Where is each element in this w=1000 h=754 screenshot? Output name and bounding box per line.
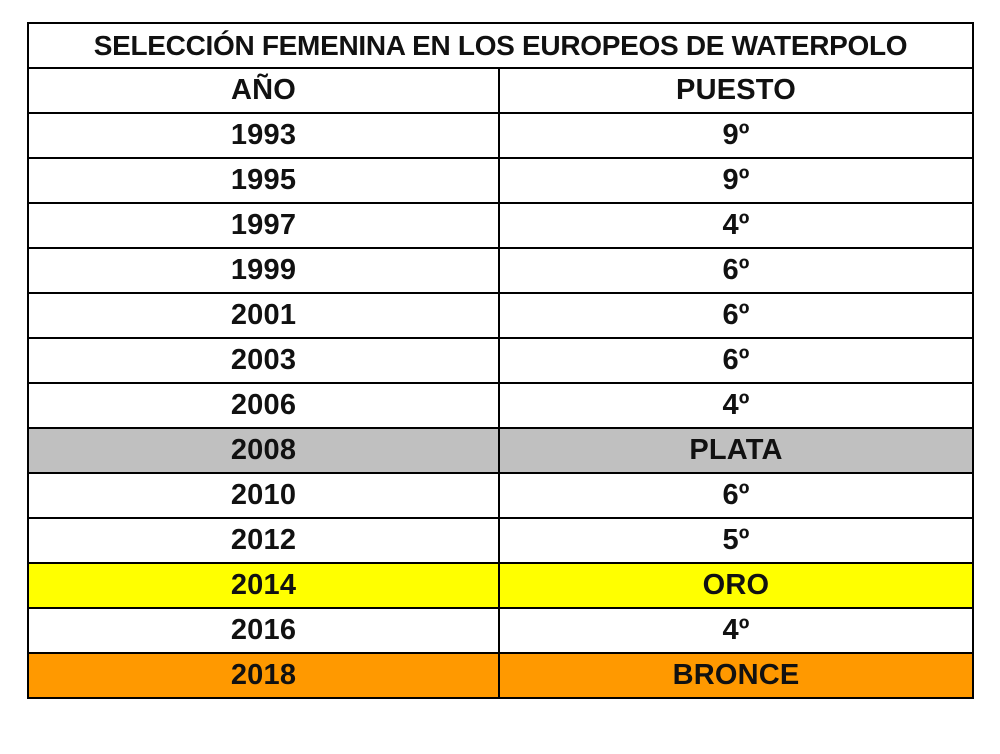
- year-cell: 2001: [27, 292, 500, 339]
- header-position: PUESTO: [498, 67, 974, 114]
- table-row: 2012 5º: [27, 517, 974, 564]
- table-row: 2001 6º: [27, 292, 974, 339]
- position-cell: 4º: [498, 382, 974, 429]
- position-cell: 5º: [498, 517, 974, 564]
- table-row: 2016 4º: [27, 607, 974, 654]
- year-cell: 1993: [27, 112, 500, 159]
- position-cell: ORO: [498, 562, 974, 609]
- table-row: 2010 6º: [27, 472, 974, 519]
- table-row: 2014 ORO: [27, 562, 974, 609]
- results-table: SELECCIÓN FEMENINA EN LOS EUROPEOS DE WA…: [27, 22, 974, 699]
- position-cell: BRONCE: [498, 652, 974, 699]
- position-cell: 4º: [498, 607, 974, 654]
- table-row: 2003 6º: [27, 337, 974, 384]
- position-cell: 6º: [498, 337, 974, 384]
- year-cell: 2008: [27, 427, 500, 474]
- position-cell: 6º: [498, 292, 974, 339]
- year-cell: 1999: [27, 247, 500, 294]
- position-cell: 9º: [498, 112, 974, 159]
- year-cell: 1997: [27, 202, 500, 249]
- header-year: AÑO: [27, 67, 500, 114]
- position-cell: PLATA: [498, 427, 974, 474]
- year-cell: 2012: [27, 517, 500, 564]
- table-row: 1995 9º: [27, 157, 974, 204]
- position-cell: 9º: [498, 157, 974, 204]
- header-row: AÑO PUESTO: [27, 67, 974, 114]
- title-row: SELECCIÓN FEMENINA EN LOS EUROPEOS DE WA…: [27, 22, 974, 69]
- year-cell: 2003: [27, 337, 500, 384]
- year-cell: 1995: [27, 157, 500, 204]
- table-row: 2008 PLATA: [27, 427, 974, 474]
- year-cell: 2010: [27, 472, 500, 519]
- position-cell: 6º: [498, 472, 974, 519]
- table-row: 1993 9º: [27, 112, 974, 159]
- table-row: 1997 4º: [27, 202, 974, 249]
- year-cell: 2014: [27, 562, 500, 609]
- year-cell: 2018: [27, 652, 500, 699]
- position-cell: 6º: [498, 247, 974, 294]
- table-row: 1999 6º: [27, 247, 974, 294]
- year-cell: 2006: [27, 382, 500, 429]
- year-cell: 2016: [27, 607, 500, 654]
- position-cell: 4º: [498, 202, 974, 249]
- table-title: SELECCIÓN FEMENINA EN LOS EUROPEOS DE WA…: [27, 22, 974, 69]
- table-row: 2018 BRONCE: [27, 652, 974, 699]
- table-body: 1993 9º 1995 9º 1997 4º 1999 6º 2001 6º 2003 6º 2006…: [27, 112, 974, 699]
- table-row: 2006 4º: [27, 382, 974, 429]
